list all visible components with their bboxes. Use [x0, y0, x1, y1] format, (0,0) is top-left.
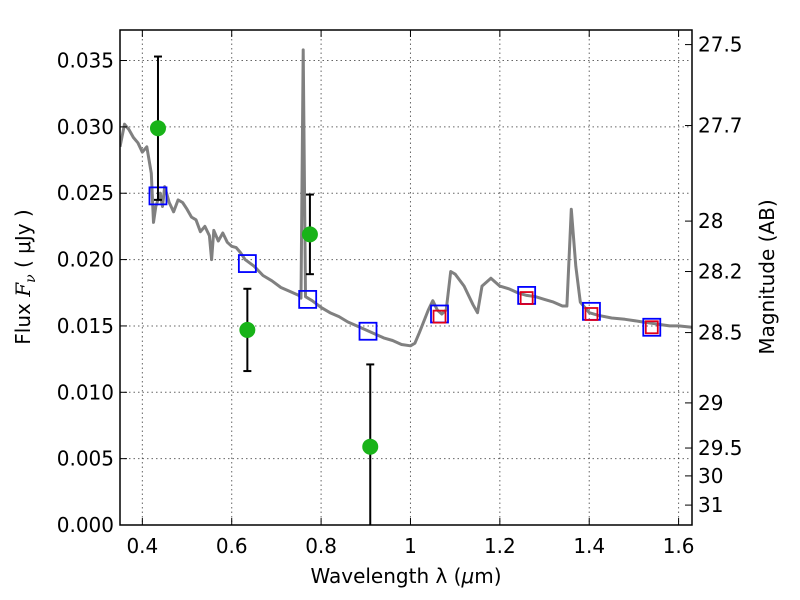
red-square-marker	[644, 320, 659, 335]
x-tick-label: 1.2	[484, 534, 516, 558]
y-tick-label: 0.025	[57, 181, 114, 205]
red-square-marker	[584, 307, 599, 321]
y2-tick-label: 28	[698, 209, 723, 233]
blue-square-marker	[237, 254, 257, 273]
y2-tick-label: 28.5	[698, 321, 743, 345]
x-tick-label: 1.6	[663, 534, 695, 558]
red-square-marker	[432, 309, 447, 324]
y2-tick-label: 31	[698, 493, 723, 517]
y-tick-label: 0.010	[57, 380, 114, 404]
ticks-layer: 0.4 0.6 0.8 1 1.2 1.4 1.6 0.000 0.005 0.010 0.015 0…	[57, 30, 743, 558]
series-layer	[120, 48, 692, 525]
y-axis-label: Flux Fν ( μJy )	[11, 209, 39, 344]
y2-axis-label: Magnitude (AB)	[755, 199, 779, 354]
y-tick-label: 0.005	[57, 447, 114, 471]
blue-square-marker	[298, 289, 318, 309]
x-tick-label: 0.6	[216, 534, 248, 558]
plot-frame	[119, 29, 693, 526]
y2-tick-label: 27.5	[698, 33, 743, 57]
blue-square-marker	[358, 321, 378, 341]
green-data-point	[362, 438, 379, 455]
green-data-point	[301, 226, 318, 243]
y-tick-label: 0.030	[57, 115, 114, 139]
y-tick-label: 0.015	[57, 314, 114, 338]
y2-tick-label: 30	[698, 464, 723, 488]
x-tick-label: 1.4	[573, 534, 605, 558]
y2-tick-label: 28.2	[698, 260, 743, 284]
y-tick-label: 0.035	[57, 49, 114, 73]
y-tick-label: 0.000	[57, 513, 114, 537]
x-tick-label: 0.8	[305, 534, 337, 558]
red-square-marker	[519, 291, 534, 305]
green-data-point	[149, 120, 166, 137]
y2-tick-label: 29.5	[698, 436, 743, 460]
x-tick-label: 0.4	[126, 534, 158, 558]
y2-tick-label: 27.7	[698, 114, 743, 138]
y2-tick-label: 29	[698, 391, 723, 415]
x-axis-label: Wavelength λ (μm)	[310, 564, 501, 588]
spectrum-line	[120, 48, 692, 348]
x-tick-label: 1	[404, 534, 417, 558]
green-data-point	[239, 321, 256, 338]
y-tick-label: 0.020	[57, 248, 114, 272]
grid-layer	[120, 30, 692, 526]
blue-square-marker	[642, 317, 662, 337]
